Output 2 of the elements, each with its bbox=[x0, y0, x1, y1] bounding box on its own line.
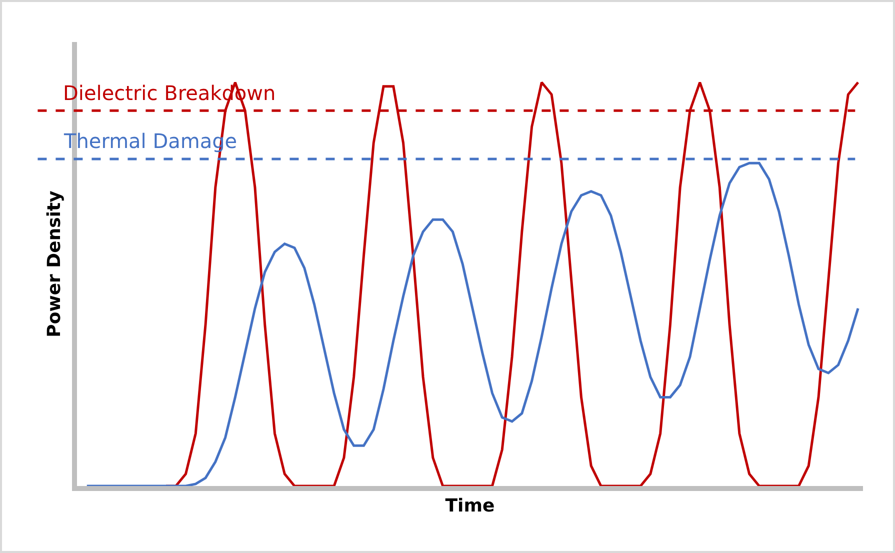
x-axis-title: Time bbox=[445, 496, 495, 516]
y-axis-title: Power Density bbox=[44, 190, 66, 338]
